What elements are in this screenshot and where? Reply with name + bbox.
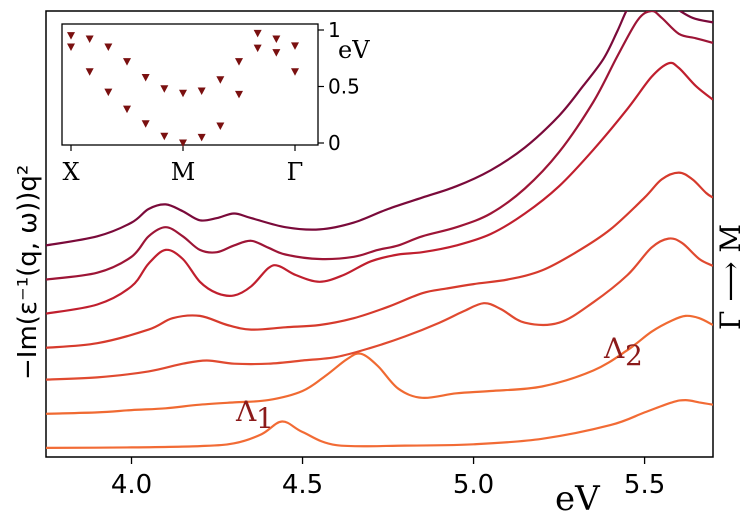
- annotation-lambda-2-sub: 2: [625, 339, 643, 372]
- inset-markers: [67, 29, 299, 147]
- series-line-curve-2: [46, 314, 713, 415]
- right-axis-label: Γ ⟶ M: [714, 224, 747, 330]
- inset-x-tick-label: X: [62, 158, 79, 186]
- annotation-lambda-1-text: Λ: [235, 395, 257, 428]
- inset-x-tick-label: M: [171, 158, 196, 186]
- x-axis-label: eV: [555, 479, 601, 512]
- inset-marker-lower-band: [272, 35, 281, 44]
- inset-marker-upper-band: [67, 32, 75, 40]
- inset-marker-lower-band: [216, 122, 225, 131]
- x-tick-label: 4.0: [111, 470, 152, 500]
- x-tick-label: 4.5: [282, 470, 323, 500]
- inset-marker-upper-band: [123, 58, 131, 66]
- inset-marker-upper-band: [253, 44, 262, 53]
- inset-frame: [61, 23, 319, 146]
- x-tick-label: 5.5: [624, 470, 665, 500]
- x-ticks: 4.0 4.5 5.0 5.5: [111, 457, 665, 500]
- y-axis-label: −Im(ε⁻¹(q, ω))q²: [13, 165, 43, 380]
- inset-marker-upper-band: [272, 49, 281, 57]
- annotation-lambda-1-sub: 1: [256, 402, 274, 435]
- inset-marker-upper-band: [104, 43, 113, 51]
- series-line-curve-3: [46, 237, 713, 381]
- inset-marker-lower-band: [141, 120, 150, 128]
- inset-y-tick-label: 1: [328, 18, 341, 42]
- inset-marker-upper-band: [160, 85, 169, 93]
- inset-marker-upper-band: [235, 58, 243, 66]
- inset-x-tick-label: Γ: [287, 158, 304, 186]
- inset-marker-upper-band: [291, 68, 299, 76]
- series-line-curve-7: [46, 11, 713, 247]
- inset-marker-upper-band: [85, 35, 94, 44]
- series-line-curve-1: [46, 398, 713, 449]
- inset-marker-upper-band: [141, 73, 150, 82]
- inset-marker-upper-band: [216, 76, 225, 84]
- series-line-curve-5: [46, 61, 713, 315]
- inset-marker-lower-band: [291, 42, 299, 50]
- annotation-lambda-1: Λ 1: [235, 395, 274, 435]
- x-tick-label: 5.0: [453, 470, 494, 500]
- inset-y-tick-label: 0.5: [328, 75, 360, 99]
- annotation-lambda-2-text: Λ: [603, 332, 625, 365]
- inset-marker-lower-band: [67, 43, 75, 51]
- inset-marker-upper-band: [179, 89, 187, 98]
- inset-marker-lower-band: [104, 88, 113, 97]
- inset-marker-lower-band: [179, 139, 187, 147]
- annotation-lambda-2: Λ 2: [603, 332, 643, 372]
- inset-y-unit-label: eV: [338, 36, 370, 64]
- inset-marker-lower-band: [253, 29, 262, 38]
- inset-marker-lower-band: [197, 133, 206, 142]
- inset-marker-lower-band: [160, 132, 169, 141]
- plot-frame: [45, 10, 714, 458]
- inset-marker-lower-band: [85, 68, 94, 76]
- inset-ticks: 0 0.5 1 X M Γ: [62, 18, 359, 186]
- curves-group: [46, 11, 713, 449]
- inset-marker-upper-band: [197, 87, 206, 96]
- inset-marker-lower-band: [235, 90, 243, 99]
- inset-y-tick-label: 0: [328, 131, 341, 155]
- inset-marker-lower-band: [123, 105, 131, 114]
- series-line-curve-4: [46, 171, 713, 349]
- series-line-curve-6: [46, 11, 713, 281]
